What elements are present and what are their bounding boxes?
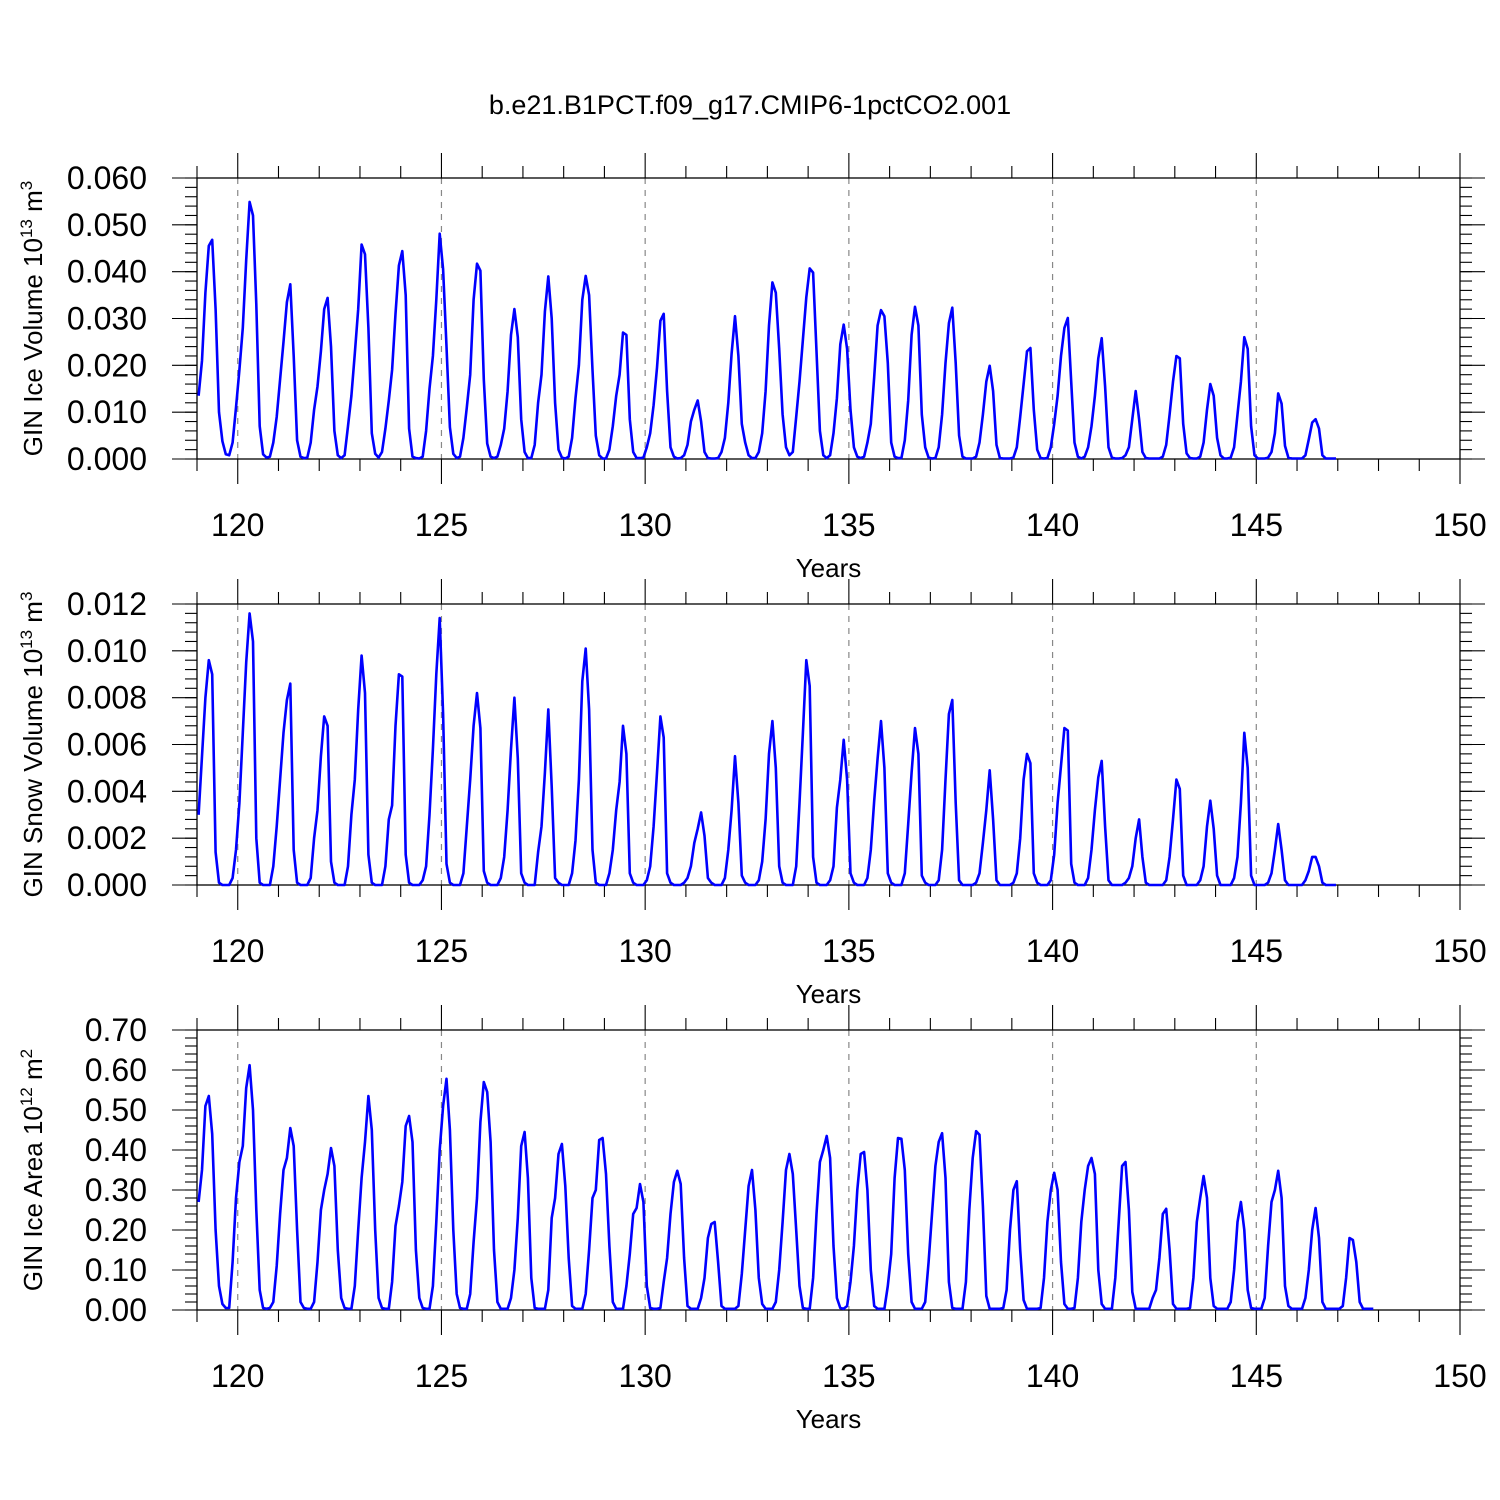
y-tick-label: 0.006 [67,727,147,763]
y-tick-label: 0.020 [67,347,147,383]
x-tick-label: 125 [415,1358,468,1394]
x-tick-label: 140 [1026,1358,1079,1394]
x-tick-label: 135 [822,933,875,969]
x-tick-label: 130 [618,933,671,969]
x-tick-label: 120 [211,507,264,543]
chart-panel-ice-area: 120 125 130 135 140 145 150 0.00 0.10 0.20 0.30 0.4… [17,1005,1487,1434]
x-tick-label: 130 [618,507,671,543]
x-tick-label: 125 [415,507,468,543]
x-tick-label: 150 [1433,933,1486,969]
y-tick-label: 0.010 [67,633,147,669]
y-tick-label: 0.10 [85,1252,147,1288]
y-tick-label: 0.000 [67,441,147,477]
x-axis-title: Years [796,1404,862,1434]
y-tick-label: 0.008 [67,680,147,716]
y-tick-label: 0.004 [67,773,147,809]
x-tick-label: 140 [1026,507,1079,543]
x-axis-title: Years [796,979,862,1009]
y-tick-label: 0.50 [85,1092,147,1128]
y-tick-label: 0.00 [85,1292,147,1328]
y-tick-label: 0.000 [67,867,147,903]
x-tick-label: 145 [1230,933,1283,969]
series-line-snow-volume [197,612,1336,887]
y-tick-label: 0.040 [67,254,147,290]
x-tick-label: 150 [1433,1358,1486,1394]
y-tick-label: 0.20 [85,1212,147,1248]
y-tick-label: 0.002 [67,820,147,856]
y-tick-label: 0.030 [67,301,147,337]
plot-frame [196,1029,1461,1311]
figure-title: b.e21.B1PCT.f09_g17.CMIP6-1pctCO2.001 [489,90,1011,120]
y-tick-label: 0.060 [67,160,147,196]
x-tick-label: 145 [1230,1358,1283,1394]
y-axis-title: GIN Ice Volume 1013 m3 [17,181,48,457]
series-line-ice-area [197,1063,1374,1311]
chart-panel-snow-volume: 120 125 130 135 140 145 150 0.000 0.002 0.004 0.00… [17,579,1487,1009]
y-tick-label: 0.010 [67,394,147,430]
y-axis-title: GIN Snow Volume 1013 m3 [17,592,48,898]
x-tick-label: 150 [1433,507,1486,543]
x-tick-label: 125 [415,933,468,969]
x-tick-label: 145 [1230,507,1283,543]
x-tick-label: 130 [618,1358,671,1394]
x-tick-label: 120 [211,933,264,969]
y-tick-label: 0.60 [85,1052,147,1088]
x-tick-label: 135 [822,1358,875,1394]
y-axis-title: GIN Ice Area 1012 m2 [17,1049,48,1291]
y-tick-label: 0.012 [67,586,147,622]
y-tick-label: 0.050 [67,207,147,243]
y-tick-label: 0.30 [85,1172,147,1208]
x-axis-title: Years [796,553,862,583]
panels: 120 125 130 135 140 145 150 0.000 0.010 0.020 0.03… [17,153,1487,1434]
x-tick-label: 140 [1026,933,1079,969]
x-tick-label: 135 [822,507,875,543]
chart-panel-ice-volume: 120 125 130 135 140 145 150 0.000 0.010 0.020 0.03… [17,153,1487,583]
y-tick-label: 0.40 [85,1132,147,1168]
y-tick-label: 0.70 [85,1012,147,1048]
x-tick-label: 120 [211,1358,264,1394]
series-line-ice-volume [197,200,1336,460]
